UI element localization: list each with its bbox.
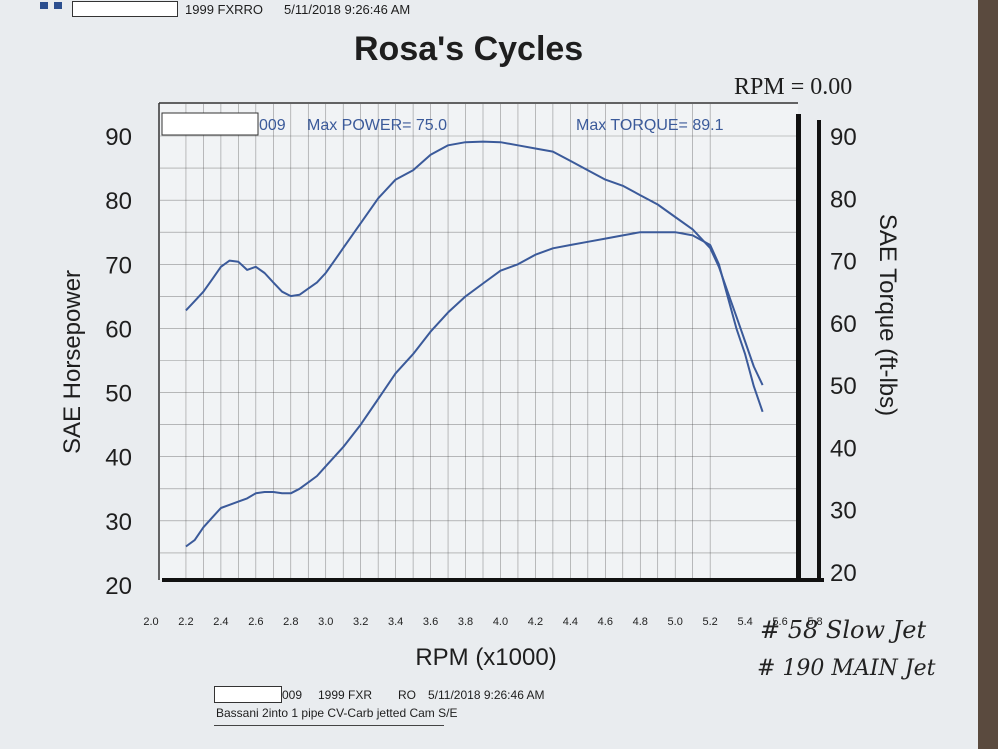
y-tick-label-left: 20 <box>105 573 132 600</box>
x-tick-label: 2.0 <box>143 616 158 628</box>
y-axis-label-right: SAE Torque (ft-lbs) <box>874 214 901 416</box>
x-tick-label: 2.8 <box>283 616 298 628</box>
x-tick-label: 4.4 <box>563 616 578 628</box>
y-axis-label-left: SAE Horsepower <box>59 270 86 454</box>
x-tick-label: 4.6 <box>598 616 613 628</box>
redacted-run-box <box>161 112 259 136</box>
x-tick-label: 4.0 <box>493 616 508 628</box>
logo-square-icon <box>40 2 48 9</box>
y-tick-label-left: 60 <box>105 316 132 343</box>
plot-area <box>158 102 798 580</box>
x-tick-label: 5.4 <box>737 616 752 628</box>
x-tick-label: 4.8 <box>633 616 648 628</box>
x-tick-label: 3.8 <box>458 616 473 628</box>
note-main-jet: # 190 MAIN Jet <box>757 656 936 681</box>
x-tick-label: 2.4 <box>213 616 228 628</box>
x-tick-label: 5.6 <box>772 616 787 628</box>
x-tick-label: 3.4 <box>388 616 403 628</box>
redacted-customer-box <box>72 1 178 17</box>
x-tick-label: 2.6 <box>248 616 263 628</box>
y-tick-label-left: 40 <box>105 445 132 472</box>
footer-code: RO <box>398 688 416 702</box>
header-vehicle: 1999 FXRRO <box>185 2 264 17</box>
frame-bottom-thick <box>162 578 824 582</box>
x-tick-label: 5.8 <box>807 616 822 628</box>
x-tick-label: 3.0 <box>318 616 333 628</box>
footer-run-id: 009 <box>282 688 303 702</box>
y-tick-label-left: 30 <box>105 509 132 536</box>
redacted-footer-box <box>214 686 282 703</box>
x-tick-label: 3.6 <box>423 616 438 628</box>
y-tick-label-right: 70 <box>830 249 857 276</box>
series-line-power <box>185 231 764 548</box>
y-tick-label-right: 20 <box>830 560 857 587</box>
x-tick-label: 4.2 <box>528 616 543 628</box>
series-line-torque <box>185 140 764 386</box>
series-lines <box>185 140 764 548</box>
note-slow-jet: # 58 Slow Jet <box>760 616 927 644</box>
y-tick-label-right: 90 <box>830 124 857 151</box>
logo-square-icon <box>54 2 62 9</box>
y-tick-label-left: 50 <box>105 381 132 408</box>
footer-vehicle: 1999 FXR <box>318 688 373 702</box>
grid <box>160 104 796 578</box>
y-tick-label-right: 30 <box>830 498 857 525</box>
frame-right-shadow <box>817 120 821 580</box>
x-tick-label: 2.2 <box>178 616 193 628</box>
legend-max-torque: Max TORQUE= 89.1 <box>576 117 724 134</box>
rpm-readout: RPM = 0.00 <box>734 74 853 100</box>
y-tick-label-left: 80 <box>105 188 132 215</box>
x-tick-label: 3.2 <box>353 616 368 628</box>
legend-run-prefix: 009 <box>259 117 286 134</box>
footer-description: Bassani 2into 1 pipe CV-Carb jetted Cam … <box>216 706 458 720</box>
tick-labels: 2.0 2.2 2.4 2.6 2.8 3.0 3.2 3.4 3.6 3.8 4.0 4.2 4.4 4… <box>105 124 856 628</box>
frame-right-thick <box>796 114 801 582</box>
header-timestamp: 5/11/2018 9:26:46 AM <box>284 2 411 17</box>
y-tick-label-left: 70 <box>105 252 132 279</box>
shop-title: Rosa's Cycles <box>354 30 584 68</box>
y-tick-label-right: 80 <box>830 186 857 213</box>
footer-rule <box>214 725 444 726</box>
footer-timestamp: 5/11/2018 9:26:46 AM <box>428 688 545 702</box>
x-tick-label: 5.0 <box>668 616 683 628</box>
plot-frame <box>158 102 824 582</box>
y-tick-label-right: 50 <box>830 373 857 400</box>
y-tick-label-right: 40 <box>830 435 857 462</box>
x-tick-label: 5.2 <box>703 616 718 628</box>
y-tick-label-right: 60 <box>830 311 857 338</box>
x-axis-label: RPM (x1000) <box>415 644 556 671</box>
y-tick-label-left: 90 <box>105 124 132 151</box>
legend-max-power: Max POWER= 75.0 <box>307 117 447 134</box>
